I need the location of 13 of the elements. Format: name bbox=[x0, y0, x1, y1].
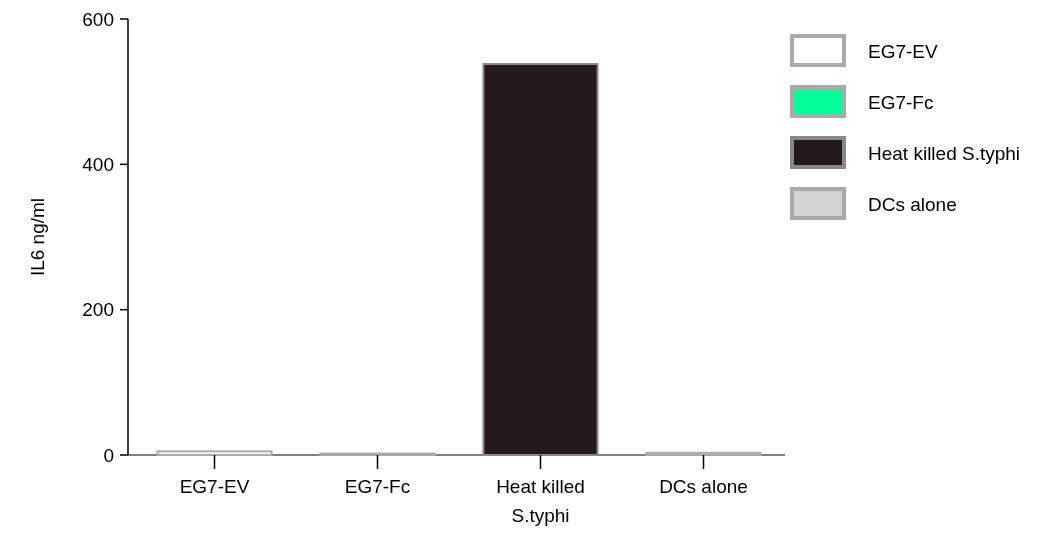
legend-label: EG7-Fc bbox=[868, 91, 934, 113]
y-axis-title: IL6 ng/ml bbox=[27, 197, 48, 277]
y-tick-label: 400 bbox=[82, 153, 114, 175]
x-tick-label: EG7-EV bbox=[179, 476, 250, 497]
legend-label: EG7-EV bbox=[868, 40, 939, 62]
y-tick-label: 200 bbox=[82, 299, 114, 321]
legend-label: Heat killed S.typhi bbox=[868, 142, 1021, 164]
y-tick-label: 600 bbox=[82, 8, 114, 30]
legend-label: DCs alone bbox=[868, 193, 957, 215]
x-tick-label: Heat killed S.typhi bbox=[496, 476, 585, 526]
x-tick-label: EG7-Fc bbox=[344, 476, 411, 497]
x-tick-label: DCs alone bbox=[659, 476, 748, 497]
y-tick-label: 0 bbox=[103, 444, 114, 466]
